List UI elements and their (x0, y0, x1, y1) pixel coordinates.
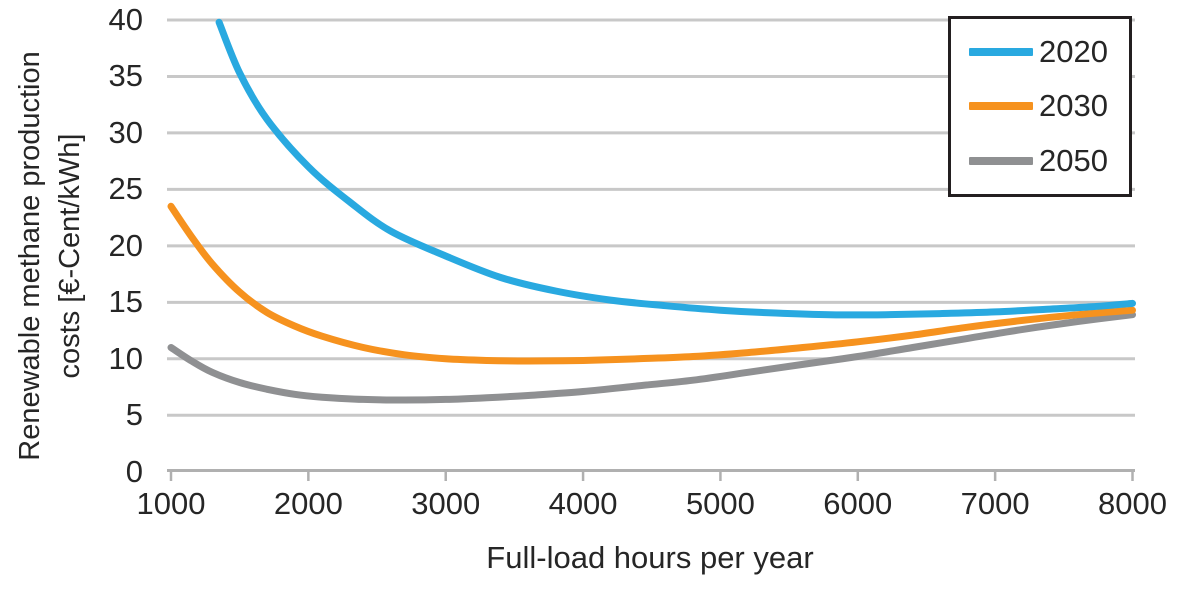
x-tick-label-7000: 7000 (960, 486, 1030, 521)
y-tick-label-5: 5 (125, 397, 143, 433)
x-tick-label-1000: 1000 (136, 486, 206, 521)
y-tick-label-0: 0 (125, 453, 143, 489)
legend-label-2050: 2050 (1039, 142, 1108, 178)
x-tick-label-2000: 2000 (273, 486, 343, 521)
legend-swatch-2050 (969, 156, 1033, 165)
x-tick-label-4000: 4000 (548, 486, 618, 521)
legend-label-2030: 2030 (1039, 88, 1108, 124)
legend: 2020 2030 2050 (948, 16, 1132, 197)
legend-item-2020: 2020 (969, 34, 1129, 70)
legend-swatch-2020 (969, 48, 1033, 57)
x-tick-label-5000: 5000 (685, 486, 755, 521)
x-tick-label-6000: 6000 (823, 486, 893, 521)
y-tick-label-20: 20 (108, 227, 143, 263)
series-line-2020 (215, 18, 1136, 319)
series-line-2050 (167, 311, 1136, 404)
y-tick-label-25: 25 (108, 171, 143, 207)
legend-item-2050: 2050 (969, 143, 1129, 179)
series-line-2030 (167, 202, 1136, 365)
y-tick-label-10: 10 (108, 340, 143, 376)
x-tick-label-8000: 8000 (1098, 486, 1167, 521)
legend-swatch-2030 (969, 102, 1033, 111)
y-tick-label-35: 35 (108, 58, 143, 94)
legend-item-2030: 2030 (969, 88, 1129, 124)
legend-label-2020: 2020 (1039, 34, 1108, 70)
y-tick-label-15: 15 (108, 284, 143, 320)
y-tick-label-30: 30 (108, 114, 143, 150)
x-tick-label-3000: 3000 (411, 486, 481, 521)
y-tick-label-40: 40 (108, 2, 143, 37)
x-axis-title: Full-load hours per year (486, 540, 814, 575)
